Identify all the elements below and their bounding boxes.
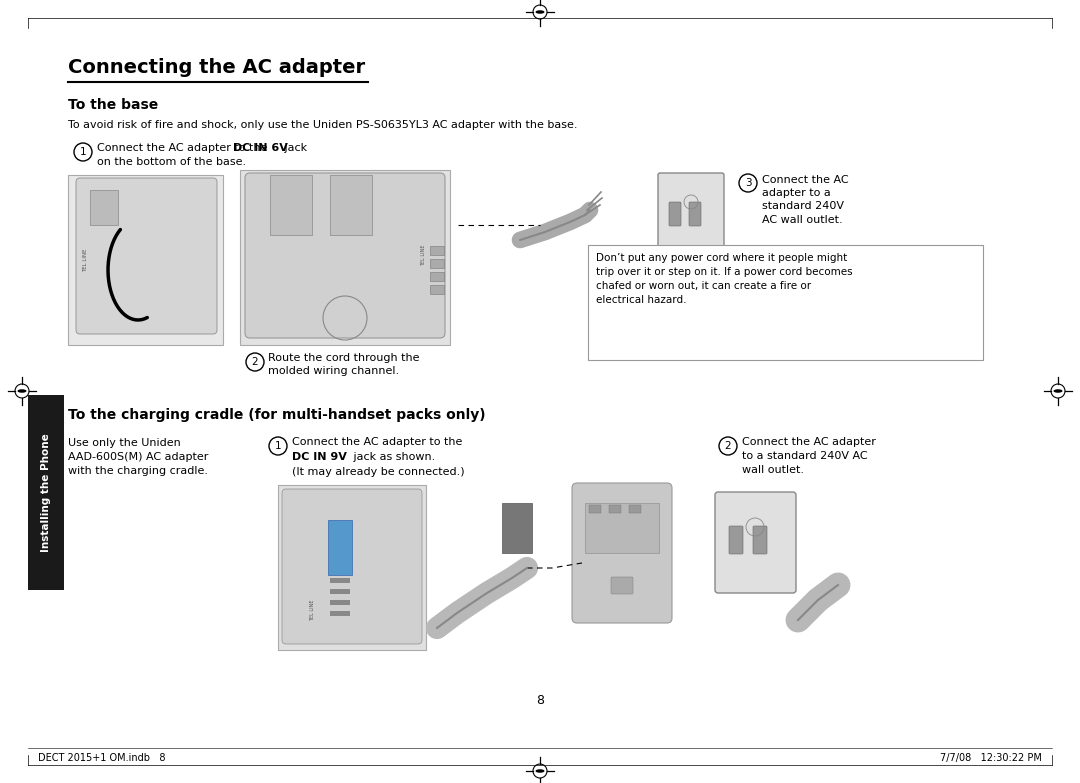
Text: DC IN 9V: DC IN 9V: [292, 452, 347, 462]
FancyBboxPatch shape: [330, 611, 350, 616]
FancyBboxPatch shape: [76, 178, 217, 334]
FancyBboxPatch shape: [502, 503, 532, 553]
Text: 8: 8: [536, 694, 544, 706]
FancyBboxPatch shape: [430, 285, 444, 294]
FancyBboxPatch shape: [430, 246, 444, 255]
Text: (It may already be connected.): (It may already be connected.): [292, 467, 464, 477]
Text: jack: jack: [281, 143, 307, 153]
FancyBboxPatch shape: [430, 272, 444, 281]
FancyBboxPatch shape: [330, 589, 350, 594]
Text: jack as shown.: jack as shown.: [350, 452, 435, 462]
FancyBboxPatch shape: [689, 202, 701, 226]
Text: To the charging cradle (for multi-handset packs only): To the charging cradle (for multi-handse…: [68, 408, 486, 422]
FancyBboxPatch shape: [589, 505, 600, 513]
FancyBboxPatch shape: [330, 600, 350, 605]
Text: Don’t put any power cord where it people might
trip over it or step on it. If a : Don’t put any power cord where it people…: [596, 253, 852, 305]
Text: 1: 1: [80, 147, 86, 157]
Text: 3: 3: [745, 178, 752, 188]
Text: TEL LINE: TEL LINE: [83, 248, 89, 272]
Text: DECT 2015+1 OM.indb   8: DECT 2015+1 OM.indb 8: [38, 753, 165, 763]
Ellipse shape: [536, 769, 544, 773]
FancyBboxPatch shape: [715, 492, 796, 593]
Ellipse shape: [1053, 389, 1063, 393]
FancyBboxPatch shape: [611, 577, 633, 594]
Text: Connecting the AC adapter: Connecting the AC adapter: [68, 58, 365, 77]
FancyBboxPatch shape: [330, 578, 350, 583]
FancyBboxPatch shape: [658, 173, 724, 257]
Text: Connect the AC adapter to the: Connect the AC adapter to the: [97, 143, 271, 153]
Text: Route the cord through the
molded wiring channel.: Route the cord through the molded wiring…: [268, 353, 419, 376]
Text: on the bottom of the base.: on the bottom of the base.: [97, 157, 246, 167]
FancyBboxPatch shape: [609, 505, 621, 513]
FancyBboxPatch shape: [282, 489, 422, 644]
Text: TEL LINE: TEL LINE: [421, 245, 427, 266]
FancyBboxPatch shape: [729, 526, 743, 554]
FancyBboxPatch shape: [328, 520, 352, 575]
Text: Connect the AC adapter
to a standard 240V AC
wall outlet.: Connect the AC adapter to a standard 240…: [742, 437, 876, 475]
FancyBboxPatch shape: [240, 170, 450, 345]
Ellipse shape: [536, 10, 544, 14]
FancyBboxPatch shape: [669, 202, 681, 226]
Text: 7/7/08   12:30:22 PM: 7/7/08 12:30:22 PM: [940, 753, 1042, 763]
FancyBboxPatch shape: [430, 259, 444, 268]
FancyBboxPatch shape: [629, 505, 642, 513]
Text: 2: 2: [725, 441, 731, 451]
Text: 2: 2: [252, 357, 258, 367]
Text: To avoid risk of fire and shock, only use the Uniden PS-S0635YL3 AC adapter with: To avoid risk of fire and shock, only us…: [68, 120, 578, 130]
FancyBboxPatch shape: [330, 175, 372, 235]
FancyBboxPatch shape: [572, 483, 672, 623]
FancyBboxPatch shape: [278, 485, 426, 650]
FancyBboxPatch shape: [68, 175, 222, 345]
FancyBboxPatch shape: [28, 395, 64, 590]
FancyBboxPatch shape: [270, 175, 312, 235]
Text: Connect the AC
adapter to a
standard 240V
AC wall outlet.: Connect the AC adapter to a standard 240…: [762, 175, 849, 225]
FancyBboxPatch shape: [588, 245, 983, 360]
Ellipse shape: [17, 389, 27, 393]
Text: Installing the Phone: Installing the Phone: [41, 434, 51, 552]
Text: TEL LINE: TEL LINE: [311, 599, 315, 621]
Text: Use only the Uniden
AAD-600S(M) AC adapter
with the charging cradle.: Use only the Uniden AAD-600S(M) AC adapt…: [68, 438, 208, 476]
FancyBboxPatch shape: [585, 503, 659, 553]
Text: To the base: To the base: [68, 98, 159, 112]
Text: DC IN 6V: DC IN 6V: [233, 143, 288, 153]
FancyBboxPatch shape: [90, 190, 118, 225]
FancyBboxPatch shape: [753, 526, 767, 554]
FancyBboxPatch shape: [245, 173, 445, 338]
Text: Connect the AC adapter to the: Connect the AC adapter to the: [292, 437, 462, 447]
Text: 1: 1: [274, 441, 281, 451]
